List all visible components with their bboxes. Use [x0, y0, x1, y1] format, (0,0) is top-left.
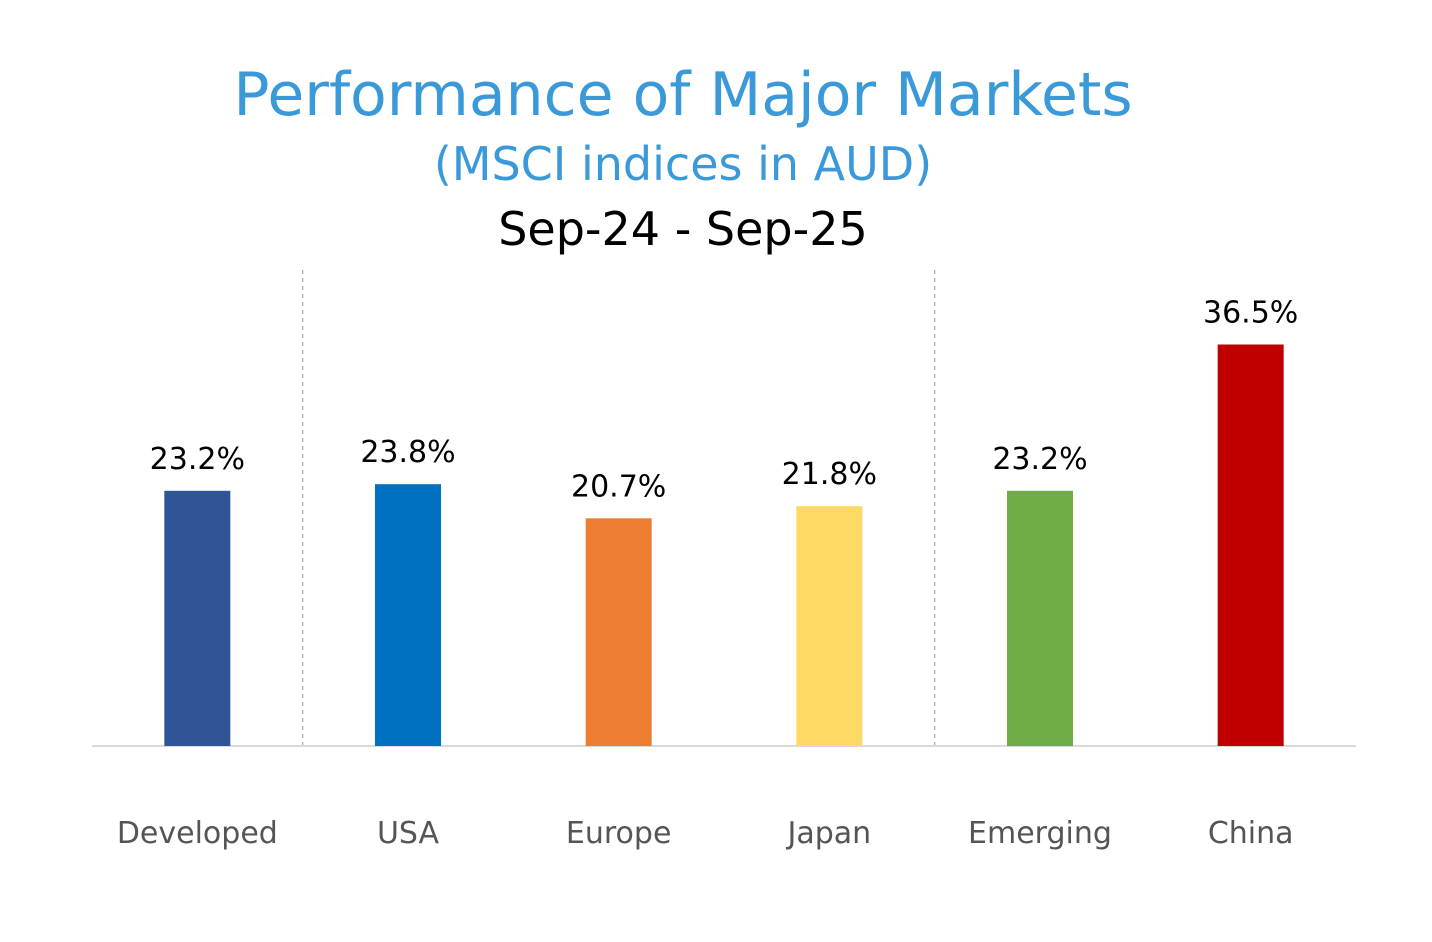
- value-label-emerging: 23.2%: [992, 442, 1087, 477]
- category-labels: Developed USA Europe Japan Emerging China: [117, 816, 1294, 851]
- category-label-europe: Europe: [566, 816, 672, 851]
- bar-japan: [796, 506, 863, 746]
- bars: [164, 344, 1284, 746]
- category-label-usa: USA: [377, 816, 440, 851]
- category-label-emerging: Emerging: [968, 816, 1112, 851]
- chart-title: Performance of Major Markets: [233, 60, 1132, 130]
- value-label-developed: 23.2%: [150, 442, 245, 477]
- value-label-europe: 20.7%: [571, 469, 666, 504]
- value-label-japan: 21.8%: [782, 457, 877, 492]
- value-label-china: 36.5%: [1203, 296, 1298, 331]
- chart-period: Sep-24 - Sep-25: [498, 202, 868, 256]
- bar-emerging: [1007, 490, 1073, 746]
- category-label-developed: Developed: [117, 816, 278, 851]
- value-labels: 23.2% 23.8% 20.7% 21.8% 23.2% 36.5%: [150, 296, 1299, 505]
- value-label-usa: 23.8%: [360, 435, 455, 470]
- bar-developed: [164, 490, 231, 746]
- category-label-china: China: [1208, 816, 1294, 851]
- category-label-japan: Japan: [785, 816, 871, 851]
- bar-usa: [375, 484, 441, 746]
- bar-europe: [585, 518, 652, 746]
- chart-subtitle: (MSCI indices in AUD): [434, 137, 932, 191]
- bar-china: [1217, 344, 1284, 746]
